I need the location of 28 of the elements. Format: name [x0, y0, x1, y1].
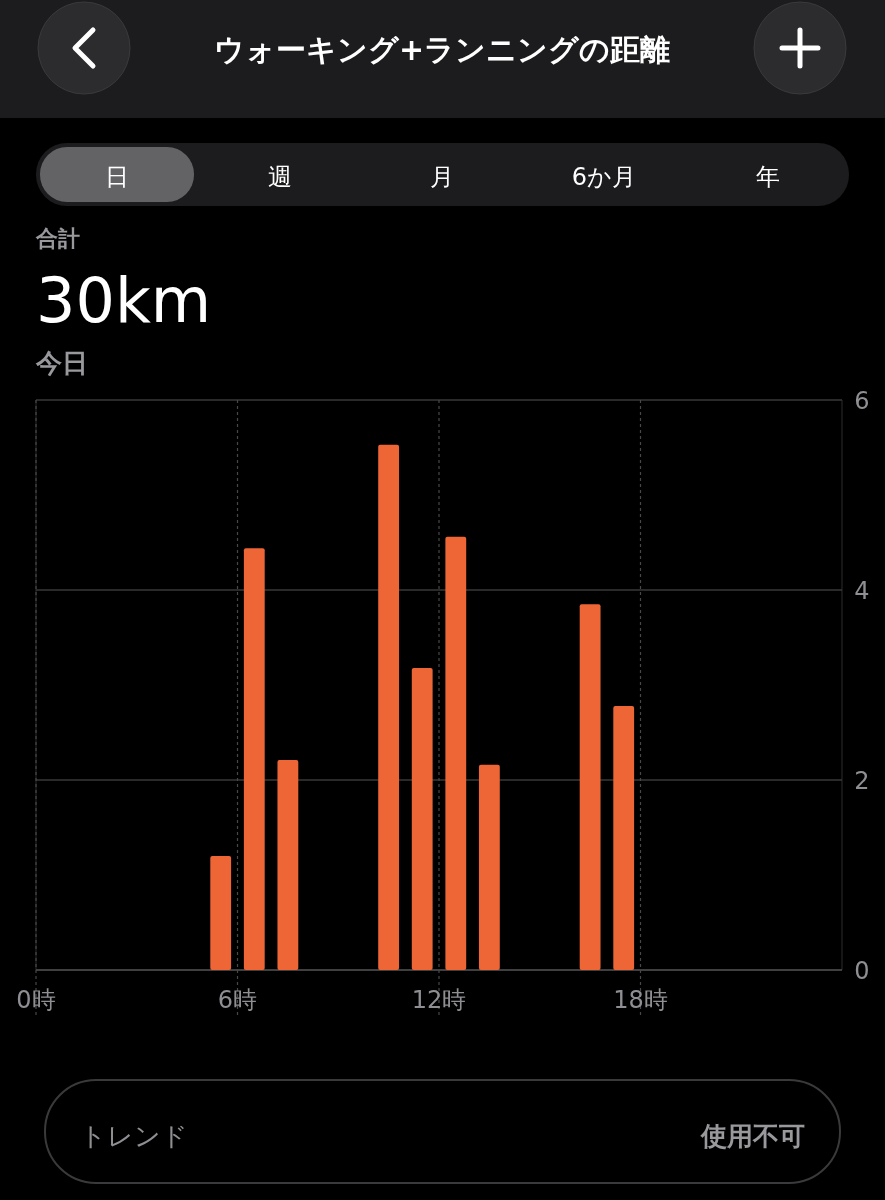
text: 6か月 [571, 163, 637, 191]
bar [445, 536, 467, 970]
x-tick-label: 6時 [217, 986, 258, 1014]
text: 月 [430, 163, 454, 191]
bar [613, 705, 635, 970]
x-tick-label: 18時 [613, 986, 668, 1014]
bar [210, 856, 232, 970]
chart-title: ウォーキング+ランニングの距離 [213, 32, 671, 67]
bar [579, 604, 601, 970]
y-tick-label: 6 [854, 387, 870, 415]
bar [478, 764, 500, 970]
y-tick-label: 4 [854, 577, 870, 605]
text: 合計 [35, 226, 80, 251]
text: 週 [268, 163, 292, 191]
text: 日 [105, 163, 129, 191]
bar [411, 667, 433, 970]
x-tick-label: 12時 [411, 986, 467, 1014]
text: 30km [36, 264, 212, 337]
y-tick-label: 2 [854, 767, 870, 795]
bar [378, 444, 400, 970]
y-tick-label: 0 [854, 957, 870, 985]
bar [277, 760, 299, 970]
bar [243, 548, 265, 970]
text: 今日 [35, 348, 88, 378]
text: 使用不可 [700, 1121, 805, 1151]
text: 年 [756, 163, 780, 191]
x-tick-label: 0時 [16, 986, 56, 1014]
text: トレンド [80, 1121, 188, 1151]
